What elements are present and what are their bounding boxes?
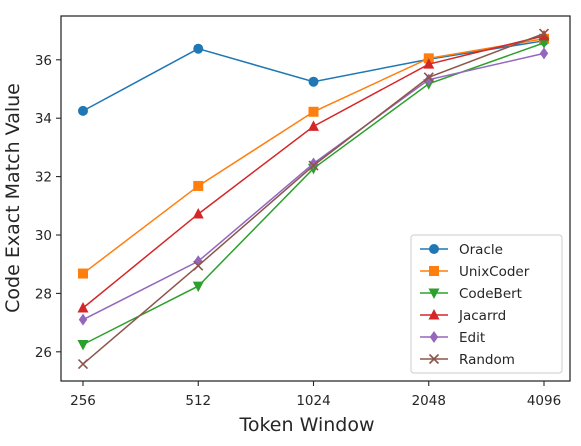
legend-marker (428, 353, 440, 365)
data-point-random (193, 260, 204, 271)
legend-marker (428, 309, 440, 320)
y-tick-label: 28 (35, 286, 52, 302)
legend-box (410, 234, 563, 374)
data-point-oracle (308, 76, 319, 87)
data-point-jacarrd (538, 29, 550, 41)
legend-label: Jacarrd (458, 308, 506, 324)
legend-item-random: Random (420, 352, 515, 368)
data-point-random (77, 358, 89, 370)
data-point-oracle (193, 43, 204, 54)
data-point-jacarrd (77, 302, 89, 313)
series-layer (77, 28, 550, 370)
series-random (77, 28, 550, 370)
x-axis-title: Token Window (238, 414, 374, 436)
y-tick-label: 36 (35, 53, 52, 69)
legend-marker (429, 266, 439, 276)
y-tick-label: 30 (35, 228, 52, 244)
legend-marker (429, 331, 439, 343)
data-point-random (538, 28, 550, 39)
legend-label: Oracle (459, 242, 503, 258)
data-point-codebert (192, 281, 204, 293)
data-point-jacarrd (192, 207, 204, 219)
legend-item-codebert: CodeBert (420, 286, 522, 302)
legend-label: UnixCoder (459, 264, 530, 280)
data-point-jacarrd (308, 120, 319, 131)
legend-marker (429, 244, 439, 254)
ticks-layer: 256 512 1024 2048 4096 26 28 30 32 34 36 (35, 53, 561, 409)
data-point-jacarrd (423, 58, 435, 69)
y-tick-label: 34 (35, 111, 52, 127)
data-point-unixcoder (308, 106, 319, 117)
x-tick-label: 4096 (527, 393, 561, 409)
y-tick-label: 32 (35, 170, 52, 186)
data-point-unixcoder (78, 268, 88, 279)
data-point-codebert (538, 38, 550, 49)
data-point-codebert (77, 340, 89, 351)
x-tick-label: 2048 (412, 393, 446, 409)
legend-label: CodeBert (459, 286, 522, 302)
y-axis-title: Code Exact Match Value (2, 83, 24, 313)
legend-item-edit: Edit (420, 330, 485, 346)
series-jacarrd (77, 29, 550, 313)
legend-marker (428, 288, 440, 299)
data-point-random (423, 72, 434, 83)
legend-label: Random (459, 352, 515, 368)
x-tick-label: 256 (70, 393, 96, 409)
y-tick-label: 26 (35, 345, 52, 361)
x-tick-label: 512 (185, 393, 211, 409)
data-point-edit (539, 47, 549, 60)
data-point-edit (78, 313, 88, 326)
legend-item-oracle: Oracle (420, 242, 503, 258)
data-point-edit (194, 255, 203, 268)
legend-label: Edit (459, 330, 485, 346)
legend: Oracle UnixCoder CodeBert Jacarrd Edit Random (410, 234, 563, 374)
data-point-random (308, 160, 319, 171)
legend-item-unixcoder: UnixCoder (420, 264, 530, 280)
x-tick-label: 1024 (296, 393, 330, 409)
legend-item-jacarrd: Jacarrd (420, 308, 506, 324)
data-point-oracle (78, 105, 88, 116)
data-point-unixcoder (193, 180, 204, 191)
